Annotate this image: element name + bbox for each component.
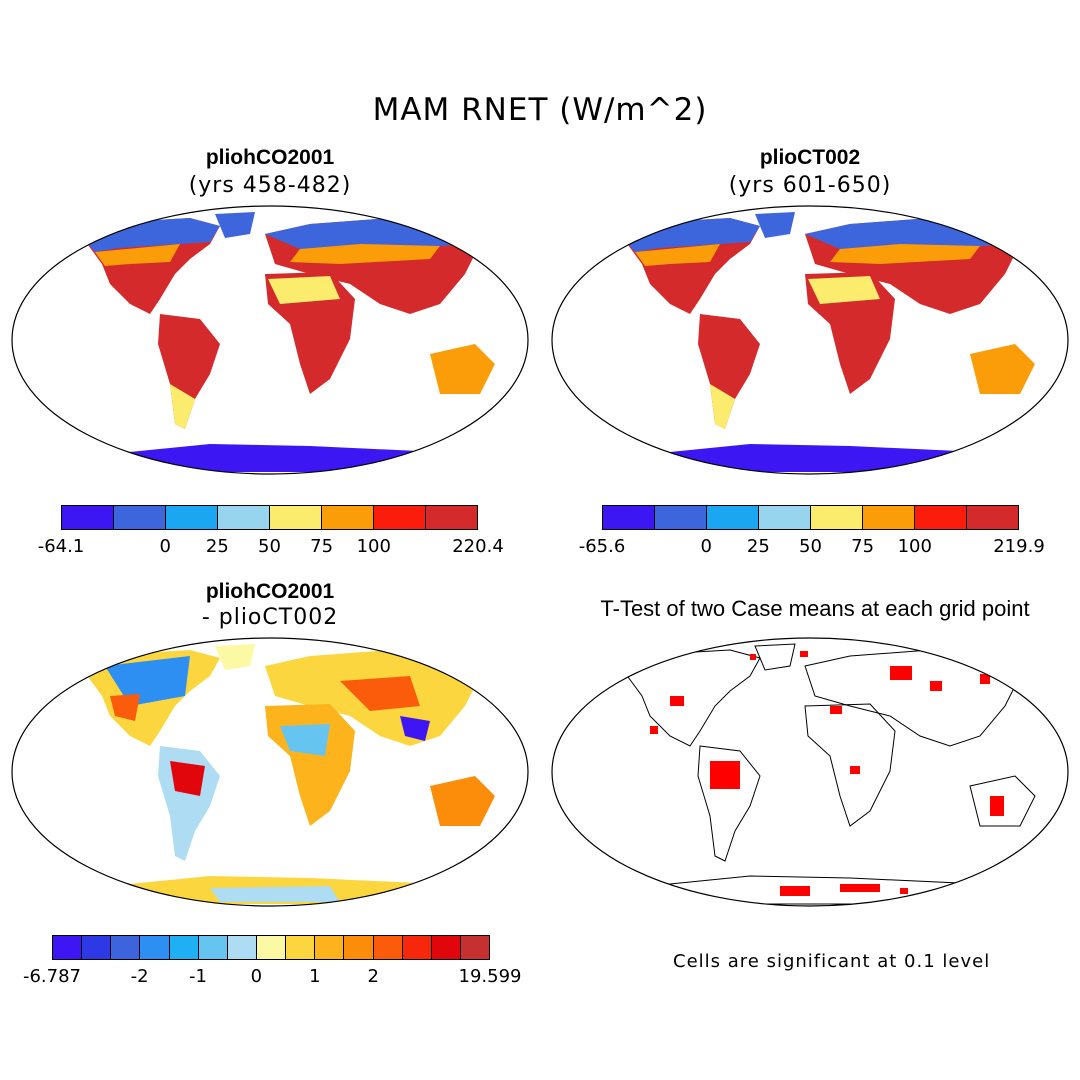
colorbar-box <box>431 936 461 959</box>
colorbar-tick-label: 75 <box>310 536 334 557</box>
colorbar-bottom-left-labels: -6.787 -2 -1 0 1 2 19.599 <box>23 966 522 988</box>
colorbar-box <box>270 506 322 529</box>
colorbar-tick-label: -64.1 <box>37 536 85 557</box>
colorbar-box <box>915 506 967 529</box>
colorbar-top-right <box>602 505 1019 530</box>
colorbar-tick-label: -2 <box>130 966 149 987</box>
colorbar-box <box>140 936 170 959</box>
colorbar-box <box>114 506 166 529</box>
colorbar-box <box>256 936 287 959</box>
colorbar-tick-label: 100 <box>356 536 391 557</box>
colorbar-tick-label: 100 <box>897 536 932 557</box>
colorbar-box <box>460 936 490 959</box>
colorbar-tick-label: 0 <box>700 536 712 557</box>
colorbar-box <box>286 936 316 959</box>
map-top-left <box>11 205 529 475</box>
colorbar-box <box>759 506 811 529</box>
colorbar-box <box>322 506 374 529</box>
panel-subtitle-top-left: (yrs 458-482) <box>188 173 352 198</box>
colorbar-box <box>82 936 112 959</box>
colorbar-box <box>655 506 707 529</box>
colorbar-box <box>315 936 345 959</box>
colorbar-tick-label: -65.6 <box>578 536 626 557</box>
map-bottom-left <box>11 637 529 907</box>
colorbar-tick-label: 25 <box>746 536 770 557</box>
colorbar-tick-label: 1 <box>309 966 321 987</box>
colorbar-box <box>374 506 426 529</box>
colorbar-box <box>863 506 915 529</box>
colorbar-top-right-labels: -65.6 0 25 50 75 100 219.9 <box>579 536 1045 558</box>
colorbar-tick-label: -1 <box>189 966 207 987</box>
colorbar-top-left <box>61 505 478 530</box>
colorbar-tick-label: 75 <box>851 536 875 557</box>
figure-title: MAM RNET (W/m^2) <box>372 92 708 128</box>
colorbar-box <box>53 936 83 959</box>
panel-title-top-right: plioCT002 <box>759 146 861 169</box>
panel-title-top-left: pliohCO2001 <box>205 146 335 169</box>
colorbar-box <box>373 936 403 959</box>
colorbar-box <box>62 506 114 529</box>
colorbar-tick-label: 50 <box>799 536 822 557</box>
colorbar-tick-label: 25 <box>205 536 229 557</box>
colorbar-box <box>198 936 228 959</box>
colorbar-tick-label: 0 <box>250 966 263 987</box>
colorbar-box <box>707 506 759 529</box>
colorbar-box <box>111 936 141 959</box>
panel-subtitle-top-right: (yrs 601-650) <box>728 173 892 198</box>
panel-subtitle-bottom-left: - plioCT002 <box>201 605 339 630</box>
colorbar-box <box>218 506 270 529</box>
significance-footnote: Cells are significant at 0.1 level <box>673 951 991 972</box>
colorbar-box <box>967 506 1018 529</box>
map-bottom-right <box>551 637 1069 907</box>
significance-dots <box>650 651 1004 896</box>
map-top-right <box>551 205 1069 475</box>
colorbar-tick-label: 19.599 <box>458 966 522 987</box>
colorbar-tick-label: 220.4 <box>452 536 504 557</box>
colorbar-box <box>166 506 218 529</box>
colorbar-box <box>603 506 655 529</box>
colorbar-tick-label: 219.9 <box>993 536 1045 557</box>
colorbar-box <box>811 506 863 529</box>
panel-title-bottom-right: T-Test of two Case means at each grid po… <box>600 596 1030 621</box>
colorbar-top-left-labels: -64.1 0 25 50 75 100 220.4 <box>38 536 504 558</box>
colorbar-tick-label: 0 <box>159 536 171 557</box>
colorbar-bottom-left <box>52 935 490 960</box>
colorbar-tick-label: -6.787 <box>22 966 82 987</box>
colorbar-box <box>344 936 374 959</box>
colorbar-box <box>169 936 199 959</box>
colorbar-box <box>426 506 477 529</box>
colorbar-tick-label: 2 <box>367 966 379 987</box>
colorbar-tick-label: 50 <box>258 536 281 557</box>
panel-title-bottom-left: pliohCO2001 <box>205 580 335 603</box>
colorbar-box <box>402 936 432 959</box>
colorbar-box <box>227 936 257 959</box>
